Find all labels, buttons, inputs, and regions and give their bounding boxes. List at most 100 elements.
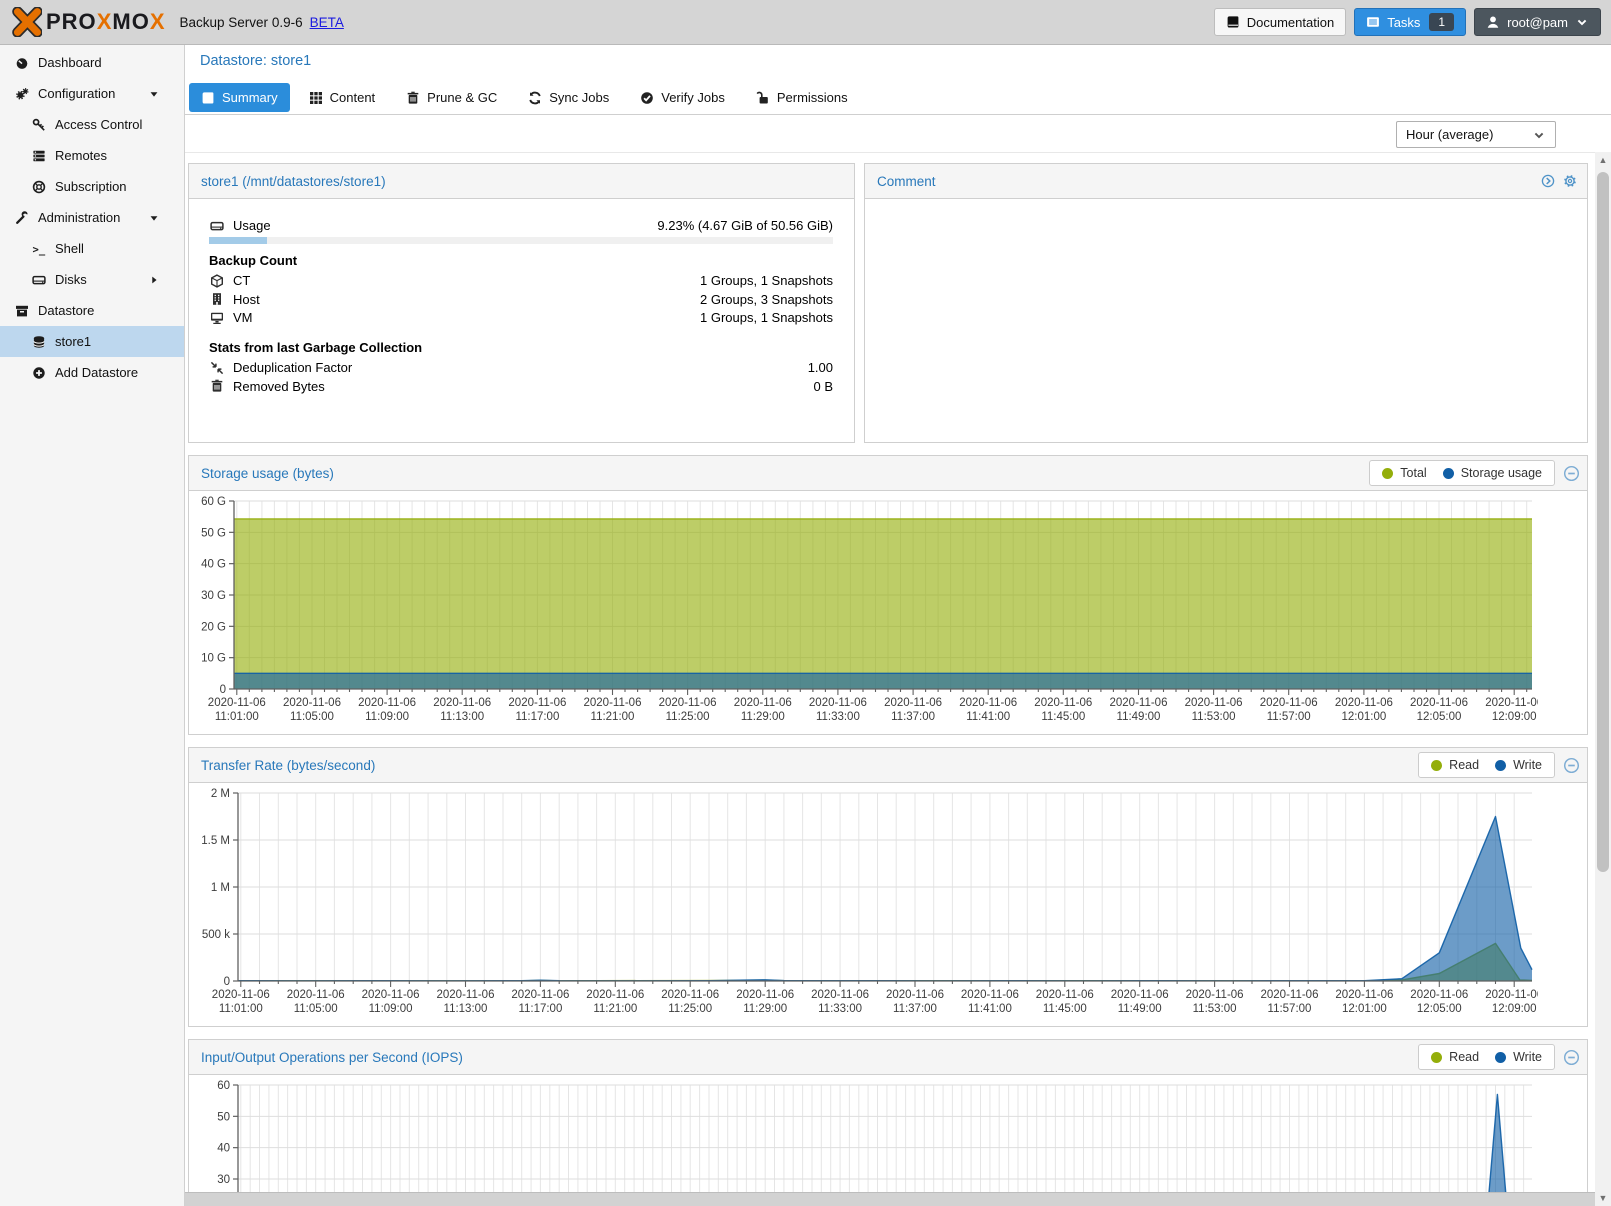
svg-text:11:53:00: 11:53:00 — [1193, 1003, 1237, 1015]
tab-verify-jobs[interactable]: Verify Jobs — [628, 83, 737, 112]
svg-text:11:37:00: 11:37:00 — [891, 711, 935, 723]
svg-text:11:41:00: 11:41:00 — [968, 1003, 1012, 1015]
sidebar-item-label: Add Datastore — [55, 365, 139, 380]
sidebar-item-disks[interactable]: Disks — [0, 264, 184, 295]
svg-text:30: 30 — [217, 1174, 230, 1186]
sidebar-item-add-datastore[interactable]: Add Datastore — [0, 357, 184, 388]
svg-text:1.5 M: 1.5 M — [201, 835, 230, 847]
tachometer-icon — [13, 56, 30, 70]
svg-text:11:37:00: 11:37:00 — [893, 1003, 937, 1015]
sidebar-item-label: Disks — [55, 272, 87, 287]
svg-text:2020-11-06: 2020-11-06 — [1335, 989, 1393, 1001]
svg-text:12:01:00: 12:01:00 — [1342, 711, 1387, 723]
stat-row-vm: VM 1 Groups, 1 Snapshots — [209, 310, 833, 325]
chart-panel-storage-usage: Storage usage (bytes) Total Storage usage 0… — [188, 455, 1588, 735]
vertical-scrollbar-thumb[interactable] — [1597, 172, 1609, 872]
scroll-up-arrow[interactable]: ▲ — [1595, 152, 1611, 168]
svg-text:12:05:00: 12:05:00 — [1417, 1003, 1462, 1015]
svg-text:11:53:00: 11:53:00 — [1192, 711, 1236, 723]
tab-permissions[interactable]: Permissions — [744, 83, 860, 112]
topbar-actions: Documentation Tasks 1 root@pam — [1213, 8, 1601, 36]
backup-count-heading: Backup Count — [209, 253, 298, 268]
gc-stats-heading: Stats from last Garbage Collection — [209, 340, 423, 355]
minus-circle-icon[interactable] — [1563, 1049, 1580, 1066]
svg-text:30 G: 30 G — [201, 590, 226, 602]
caret-right-icon[interactable] — [145, 274, 162, 286]
remotes-icon — [30, 149, 47, 163]
chart-legend: Total Storage usage — [1369, 460, 1555, 486]
svg-text:2020-11-06: 2020-11-06 — [1335, 697, 1393, 709]
time-period-select[interactable]: Hour (average) — [1396, 121, 1556, 148]
svg-text:2020-11-06: 2020-11-06 — [437, 989, 495, 1001]
svg-text:11:45:00: 11:45:00 — [1043, 1003, 1087, 1015]
tab-content[interactable]: Content — [297, 83, 388, 112]
book-icon — [1226, 15, 1240, 29]
caret-down-icon[interactable] — [145, 212, 162, 224]
tab-sync-jobs[interactable]: Sync Jobs — [516, 83, 621, 112]
chart-title: Transfer Rate (bytes/second) — [201, 757, 376, 773]
compress-icon — [209, 361, 225, 375]
svg-text:2020-11-06: 2020-11-06 — [584, 697, 642, 709]
stat-label: Deduplication Factor — [233, 360, 353, 375]
sidebar-item-shell[interactable]: >_ Shell — [0, 233, 184, 264]
legend-item-read[interactable]: Read — [1431, 1050, 1479, 1064]
sidebar-item-access-control[interactable]: Access Control — [0, 109, 184, 140]
legend-item-write[interactable]: Write — [1495, 758, 1542, 772]
beta-link[interactable]: BETA — [309, 14, 344, 30]
terminal-icon: >_ — [30, 242, 47, 256]
chart-title: Storage usage (bytes) — [201, 465, 334, 481]
svg-text:11:25:00: 11:25:00 — [666, 711, 710, 723]
svg-text:11:09:00: 11:09:00 — [365, 711, 409, 723]
legend-label: Read — [1449, 758, 1480, 772]
user-menu-button[interactable]: root@pam — [1474, 8, 1601, 36]
sidebar-item-configuration[interactable]: Configuration — [0, 78, 184, 109]
sidebar-item-store1[interactable]: store1 — [0, 326, 184, 357]
svg-text:40 G: 40 G — [201, 559, 226, 571]
usage-progress-bar — [209, 237, 833, 244]
stat-value: 1 Groups, 1 Snapshots — [700, 310, 833, 325]
tasks-button[interactable]: Tasks 1 — [1354, 8, 1467, 36]
chevron-down-icon — [1575, 15, 1589, 29]
legend-item-total[interactable]: Total — [1382, 466, 1427, 480]
sidebar-item-dashboard[interactable]: Dashboard — [0, 47, 184, 78]
legend-dot — [1382, 467, 1394, 479]
tab-label: Summary — [222, 90, 278, 105]
horizontal-scrollbar[interactable] — [185, 1192, 1595, 1206]
legend-item-write[interactable]: Write — [1495, 1050, 1542, 1064]
minus-circle-icon[interactable] — [1563, 757, 1580, 774]
expand-chevron-circle-icon[interactable] — [1541, 174, 1555, 188]
sidebar-item-label: Administration — [38, 210, 121, 225]
documentation-button[interactable]: Documentation — [1213, 8, 1347, 36]
scroll-down-arrow[interactable]: ▼ — [1595, 1190, 1611, 1206]
sidebar-item-administration[interactable]: Administration — [0, 202, 184, 233]
documentation-label: Documentation — [1246, 14, 1335, 30]
chart-plot: 01020304050602020-11-0611:01:002020-11-0… — [217, 1080, 1532, 1193]
tab-prune-gc[interactable]: Prune & GC — [394, 83, 509, 112]
svg-text:11:05:00: 11:05:00 — [294, 1003, 338, 1015]
legend-item-read[interactable]: Read — [1431, 758, 1479, 772]
svg-text:11:01:00: 11:01:00 — [219, 1003, 263, 1015]
svg-text:11:29:00: 11:29:00 — [741, 711, 785, 723]
minus-circle-icon[interactable] — [1563, 465, 1580, 482]
building-icon — [209, 292, 225, 306]
svg-text:2020-11-06: 2020-11-06 — [1110, 697, 1168, 709]
legend-label: Total — [1400, 466, 1427, 480]
svg-text:11:49:00: 11:49:00 — [1117, 711, 1161, 723]
sidebar-item-datastore[interactable]: Datastore — [0, 295, 184, 326]
settings-gear-icon[interactable] — [1563, 174, 1577, 188]
svg-text:1 M: 1 M — [211, 882, 230, 894]
sidebar-item-subscription[interactable]: Subscription — [0, 171, 184, 202]
legend-dot — [1431, 759, 1443, 771]
svg-text:0: 0 — [220, 684, 226, 696]
svg-text:11:33:00: 11:33:00 — [816, 711, 860, 723]
svg-text:11:13:00: 11:13:00 — [440, 711, 484, 723]
caret-down-icon[interactable] — [145, 88, 162, 100]
chart-panel-transfer-rate: Transfer Rate (bytes/second) Read Write 0 50… — [188, 747, 1588, 1027]
usage-row: Usage 9.23% (4.67 GiB of 50.56 GiB) — [209, 218, 833, 233]
svg-text:2020-11-06: 2020-11-06 — [1485, 989, 1538, 1001]
tab-summary[interactable]: Summary — [189, 83, 290, 112]
svg-text:2020-11-06: 2020-11-06 — [959, 697, 1017, 709]
legend-item-storage-usage[interactable]: Storage usage — [1442, 466, 1542, 480]
sidebar-item-remotes[interactable]: Remotes — [0, 140, 184, 171]
svg-text:40: 40 — [217, 1143, 230, 1155]
